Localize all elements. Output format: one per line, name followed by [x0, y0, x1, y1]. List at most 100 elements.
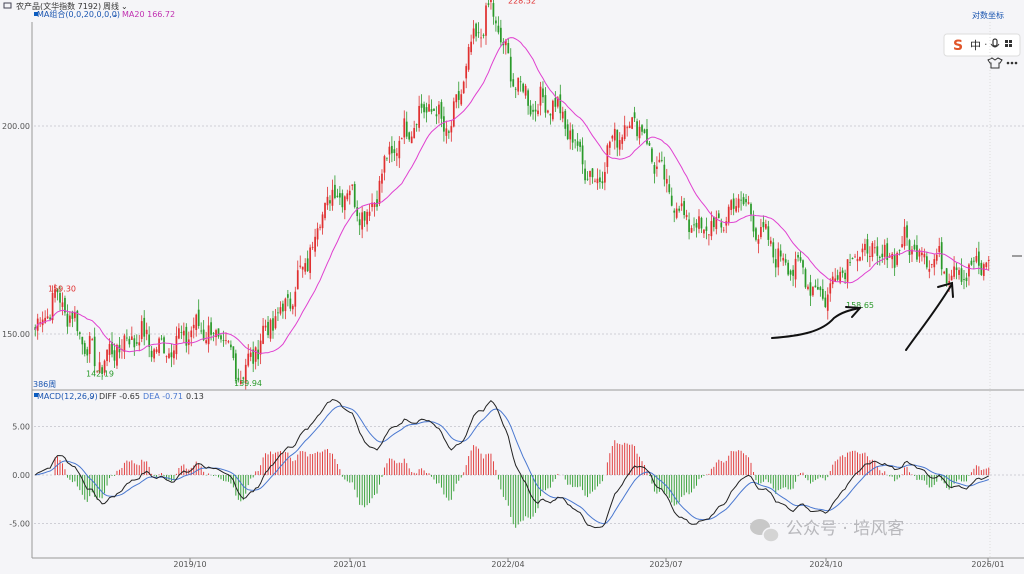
- mic-icon[interactable]: [990, 38, 1000, 48]
- candle-body: [735, 206, 738, 212]
- candle-body: [98, 362, 101, 373]
- candle-body: [91, 339, 94, 341]
- candle-body: [170, 352, 173, 358]
- candle-body: [316, 228, 319, 240]
- instrument-title[interactable]: 农产品(文华指数 7192): [16, 1, 101, 11]
- candle-body: [405, 121, 408, 137]
- candle-body: [809, 282, 812, 296]
- candle-body: [113, 350, 116, 361]
- candle-body: [413, 128, 416, 139]
- macd-label[interactable]: MACD(12,26,9): [37, 392, 98, 401]
- ma-combo-label[interactable]: MA组合(0,0,20,0,0,0): [37, 9, 120, 19]
- period-chevron-icon[interactable]: ⌄: [121, 2, 128, 11]
- candle-body: [859, 257, 861, 261]
- candle-body: [594, 180, 596, 182]
- candle-body: [752, 215, 755, 232]
- candle-body: [158, 338, 160, 354]
- candle-body: [742, 197, 745, 205]
- candle-body: [185, 326, 188, 346]
- candle-body: [977, 251, 980, 266]
- candle-body: [542, 88, 544, 98]
- candle-body: [51, 292, 54, 321]
- candle-body: [371, 202, 373, 207]
- candle-body: [462, 81, 465, 94]
- candle-body: [611, 135, 614, 139]
- candle-body: [212, 332, 215, 334]
- candle-body: [963, 279, 965, 280]
- candle-body: [891, 253, 894, 260]
- candle-body: [896, 252, 898, 265]
- candle-body: [378, 180, 381, 204]
- candle-body: [928, 268, 931, 272]
- ma-chevron-icon[interactable]: ⌄: [112, 10, 119, 19]
- candle-body: [321, 214, 324, 229]
- shirt-icon[interactable]: [987, 57, 1003, 69]
- candle-body: [190, 330, 193, 338]
- candle-body: [435, 114, 438, 117]
- candle-body: [841, 270, 844, 273]
- candle-body: [457, 91, 460, 100]
- candle-body: [589, 170, 591, 177]
- price-annotation: 139.94: [234, 379, 262, 388]
- candle-body: [757, 239, 760, 244]
- candle-body: [289, 298, 292, 309]
- candle-body: [76, 310, 79, 332]
- log-scale-link[interactable]: 对数坐标: [972, 10, 1004, 20]
- lang-button[interactable]: 中: [970, 39, 981, 52]
- period-selector[interactable]: 周线: [103, 1, 119, 11]
- candle-body: [722, 229, 725, 231]
- candle-body: [646, 129, 648, 144]
- bar-count-label: 386周: [33, 380, 56, 389]
- candle-body: [262, 325, 264, 344]
- candle-body: [66, 313, 69, 327]
- candle-body: [819, 287, 822, 291]
- candle-body: [259, 340, 262, 355]
- candle-body: [388, 146, 391, 155]
- candle-body: [727, 206, 730, 223]
- candle-body: [150, 350, 153, 358]
- candle-body: [683, 201, 685, 216]
- candle-body: [960, 268, 963, 282]
- candle-body: [168, 353, 170, 359]
- candle-body: [631, 117, 633, 129]
- candle-body: [663, 164, 666, 180]
- candle-body: [866, 239, 869, 254]
- candle-body: [517, 77, 520, 92]
- dots-icon[interactable]: [1006, 61, 1018, 65]
- candle-body: [628, 125, 631, 129]
- candle-body: [334, 184, 336, 198]
- macd-grid: 5.00 0.00 -5.00: [9, 423, 1024, 529]
- candle-body: [197, 309, 200, 326]
- candle-body: [799, 257, 802, 261]
- candle-body: [601, 181, 604, 184]
- candle-body: [215, 330, 217, 338]
- candle-body: [918, 250, 921, 257]
- candle-body: [965, 277, 968, 282]
- logo-icon[interactable]: S: [953, 38, 963, 54]
- candle-body: [703, 229, 705, 234]
- grid-icon[interactable]: [1005, 40, 1012, 47]
- candle-body: [680, 203, 683, 207]
- window-icon[interactable]: [3, 2, 12, 9]
- candle-body: [499, 27, 502, 43]
- ma-settings-icon[interactable]: [34, 12, 38, 16]
- candle-body: [61, 302, 64, 307]
- candle-body: [519, 81, 522, 83]
- candle-body: [239, 380, 242, 384]
- macd-settings-icon[interactable]: [34, 393, 38, 397]
- candle-body: [438, 104, 440, 115]
- macd-tick-label: 5.00: [12, 423, 30, 432]
- candle-body: [782, 257, 785, 261]
- candle-body: [675, 208, 678, 218]
- candle-body: [123, 335, 126, 352]
- candle-body: [277, 312, 279, 314]
- candle-body: [599, 177, 601, 182]
- candle-body: [175, 335, 178, 355]
- candle-body: [101, 367, 103, 374]
- candle-body: [71, 312, 74, 319]
- candle-body: [509, 56, 512, 82]
- candle-body: [750, 203, 752, 215]
- macd-chevron-icon[interactable]: ⌄: [88, 392, 95, 401]
- price-tick-label: 150.00: [2, 330, 30, 339]
- hand-drawn-arrow-left: [771, 306, 863, 339]
